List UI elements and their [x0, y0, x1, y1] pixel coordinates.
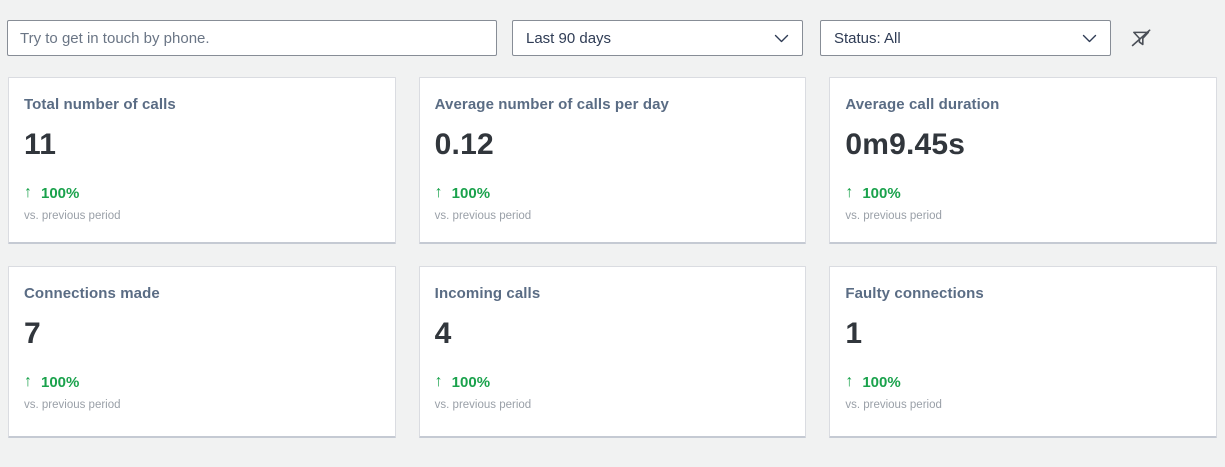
arrow-up-icon: ↑	[845, 373, 854, 390]
arrow-up-icon: ↑	[434, 184, 443, 201]
card-compare: vs. previous period	[845, 210, 942, 222]
delta-value: 100%	[41, 184, 80, 202]
card-value: 4	[434, 317, 452, 350]
clear-filter-icon	[1131, 28, 1152, 48]
arrow-up-icon: ↑	[845, 184, 854, 201]
delta-value: 100%	[451, 184, 491, 202]
card-value: 7	[24, 317, 41, 350]
card-title: Total number of calls	[24, 96, 176, 113]
card-value: 11	[24, 128, 57, 161]
card-compare: vs. previous period	[24, 210, 121, 222]
stat-card: Faulty connections 1 ↑ 100% vs. previous…	[829, 266, 1218, 438]
card-value: 0.12	[434, 128, 494, 161]
chevron-down-icon	[1082, 34, 1097, 43]
clear-filter-button[interactable]	[1128, 25, 1154, 51]
card-title: Average number of calls per day	[434, 96, 669, 113]
card-delta: ↑ 100%	[24, 184, 380, 202]
card-compare: vs. previous period	[24, 399, 121, 411]
stat-card: Average number of calls per day 0.12 ↑ 1…	[418, 77, 807, 244]
card-delta: ↑ 100%	[24, 373, 380, 391]
arrow-up-icon: ↑	[24, 184, 32, 201]
card-delta: ↑ 100%	[435, 184, 791, 202]
card-value: 1	[845, 317, 863, 350]
cards-row-1: Total number of calls 11 ↑ 100% vs. prev…	[8, 77, 1218, 244]
card-title: Connections made	[24, 285, 160, 302]
delta-value: 100%	[41, 373, 80, 391]
stat-card: Incoming calls 4 ↑ 100% vs. previous per…	[418, 266, 807, 438]
card-value: 0m9.45s	[845, 128, 966, 161]
card-title: Incoming calls	[434, 285, 541, 302]
chevron-down-icon	[774, 34, 789, 43]
arrow-up-icon: ↑	[434, 373, 443, 390]
stat-card: Connections made 7 ↑ 100% vs. previous p…	[8, 266, 396, 438]
filter-toolbar: Last 90 days Status: All	[7, 20, 1217, 56]
card-title: Average call duration	[845, 96, 1000, 113]
card-title: Faulty connections	[845, 285, 984, 302]
arrow-up-icon: ↑	[24, 373, 32, 390]
delta-value: 100%	[862, 184, 901, 202]
period-select[interactable]: Last 90 days	[512, 20, 803, 56]
cards-row-2: Connections made 7 ↑ 100% vs. previous p…	[8, 266, 1218, 438]
card-delta: ↑ 100%	[845, 373, 1201, 391]
status-select[interactable]: Status: All	[820, 20, 1111, 56]
stat-card: Average call duration 0m9.45s ↑ 100% vs.…	[829, 77, 1218, 244]
card-compare: vs. previous period	[845, 399, 942, 411]
card-compare: vs. previous period	[434, 210, 532, 222]
status-select-value: Status: All	[834, 29, 901, 47]
card-delta: ↑ 100%	[435, 373, 791, 391]
card-delta: ↑ 100%	[845, 184, 1201, 202]
card-compare: vs. previous period	[434, 399, 532, 411]
search-input[interactable]	[7, 20, 497, 56]
delta-value: 100%	[451, 373, 491, 391]
delta-value: 100%	[862, 373, 901, 391]
period-select-value: Last 90 days	[526, 29, 612, 47]
stat-card: Total number of calls 11 ↑ 100% vs. prev…	[8, 77, 396, 244]
